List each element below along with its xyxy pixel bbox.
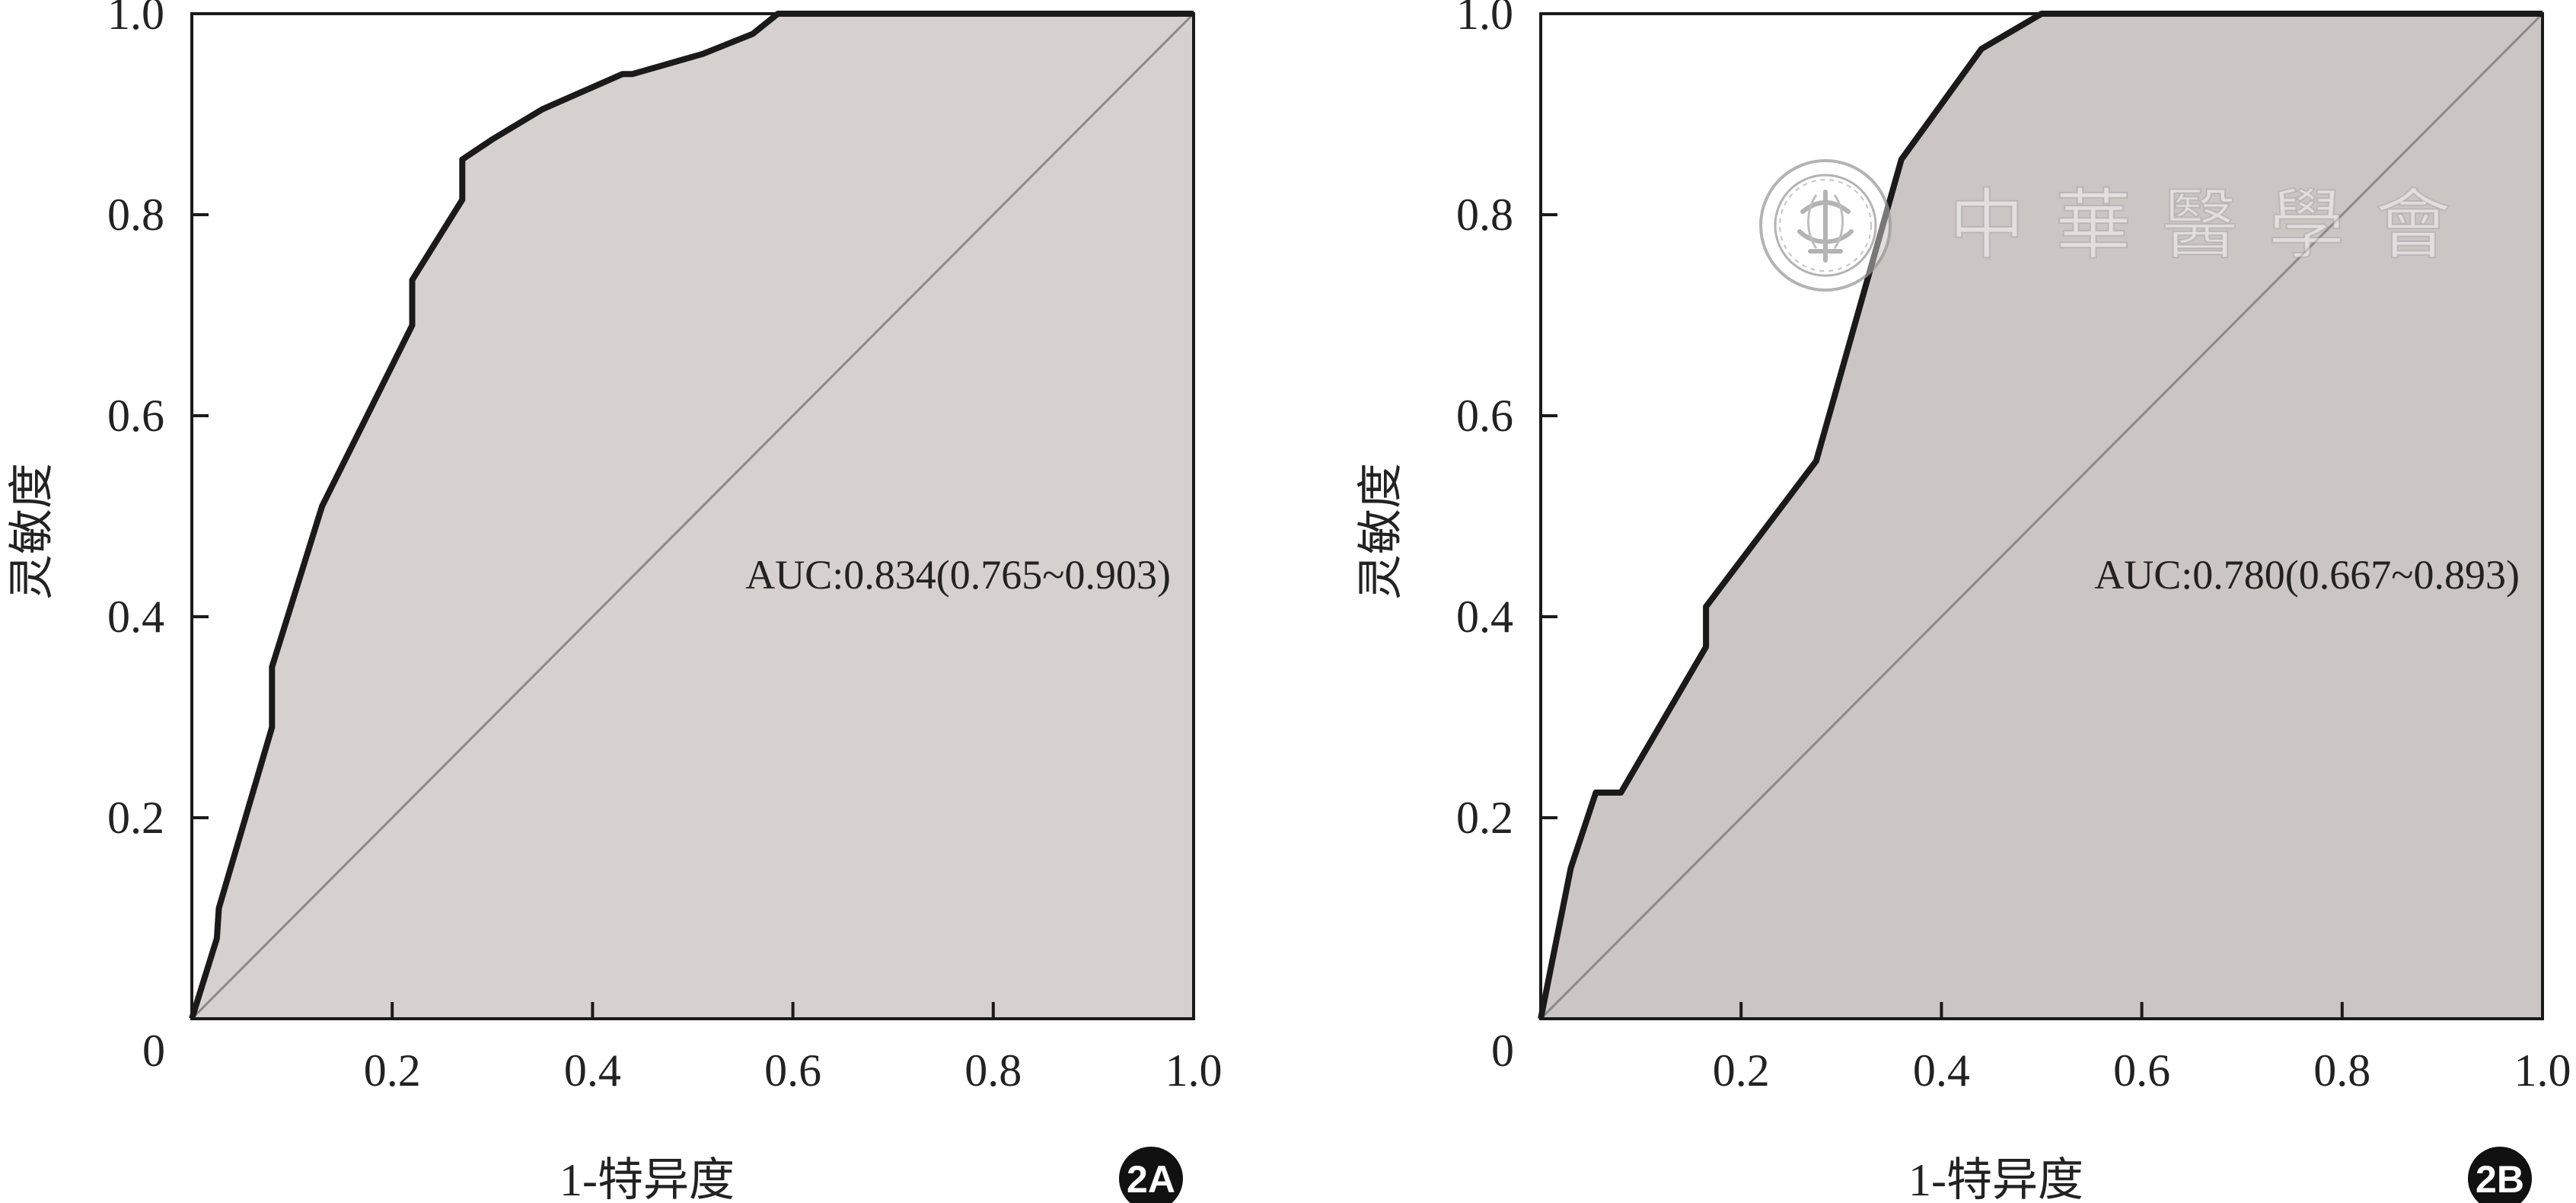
x-axis-title: 1-特异度 (1908, 1155, 2083, 1203)
y-tick-label: 0.6 (1456, 391, 1513, 441)
y-axis-ticks: 0.2 0.4 0.6 0.8 1.0 (107, 0, 209, 843)
panel-badge-circle (2468, 1147, 2532, 1203)
panel-badge-circle (1119, 1147, 1183, 1203)
origin-label: 0 (142, 1026, 165, 1076)
x-tick-label: 1.0 (2514, 1045, 2571, 1096)
x-tick-label: 0.4 (564, 1045, 621, 1096)
y-tick-label: 1.0 (1456, 0, 1513, 39)
auc-annotation: AUC:0.834(0.765~0.903) (745, 552, 1171, 598)
auc-annotation: AUC:0.780(0.667~0.893) (2094, 552, 2520, 598)
roc-curve-line (189, 11, 1194, 1020)
panel-badge-label: 2A (1127, 1158, 1175, 1201)
y-tick-label: 0.4 (107, 592, 164, 642)
y-tick-label: 0.8 (107, 190, 164, 240)
panel-badge: 2B (2468, 1147, 2532, 1203)
plot-frame (190, 12, 1195, 1020)
x-tick-label: 0.6 (2113, 1045, 2170, 1096)
y-axis-title: 灵敏度 (7, 463, 57, 600)
plot-frame (1539, 12, 2544, 1020)
y-tick-label: 0.6 (107, 391, 164, 441)
y-axis-title: 灵敏度 (1356, 463, 1406, 600)
watermark-text: 中華醫學會 (1949, 180, 2482, 270)
y-axis-ticks: 0.2 0.4 0.6 0.8 1.0 (1456, 0, 1557, 843)
x-axis-ticks: 0.2 0.4 0.6 0.8 1.0 (364, 1002, 1223, 1096)
x-tick-label: 0.8 (2313, 1045, 2370, 1096)
x-axis-title: 1-特异度 (560, 1155, 735, 1203)
roc-curve-line (1538, 11, 2543, 1020)
y-tick-label: 0.2 (1456, 793, 1513, 843)
y-tick-label: 0.8 (1456, 190, 1513, 240)
watermark: 中華醫學會 (1759, 159, 2482, 292)
y-tick-label: 1.0 (107, 0, 164, 39)
y-tick-label: 0.4 (1456, 592, 1513, 642)
x-tick-label: 0.6 (764, 1045, 821, 1096)
reference-diagonal (1539, 12, 2544, 1020)
x-tick-label: 0.4 (1913, 1045, 1970, 1096)
watermark-seal-logo (1759, 159, 1892, 292)
y-tick-label: 0.2 (107, 793, 164, 843)
origin-label: 0 (1491, 1026, 1514, 1076)
reference-diagonal (190, 12, 1195, 1020)
x-axis-ticks: 0.2 0.4 0.6 0.8 1.0 (1713, 1002, 2571, 1096)
x-tick-label: 0.2 (364, 1045, 421, 1096)
panel-badge-label: 2B (2476, 1158, 2524, 1201)
x-tick-label: 0.8 (964, 1045, 1022, 1096)
x-tick-label: 0.2 (1713, 1045, 1770, 1096)
x-tick-label: 1.0 (1165, 1045, 1223, 1096)
panel-badge: 2A (1119, 1147, 1183, 1203)
roc-panel-2a: 0.2 0.4 0.6 0.8 1.0 0.2 0.4 0.6 0.8 1.0 0 AUC:0.… (7, 0, 1223, 1203)
roc-panel-2b: 0.2 0.4 0.6 0.8 1.0 0.2 0.4 0.6 0.8 1.0 0 AUC:0.… (1356, 0, 2571, 1203)
